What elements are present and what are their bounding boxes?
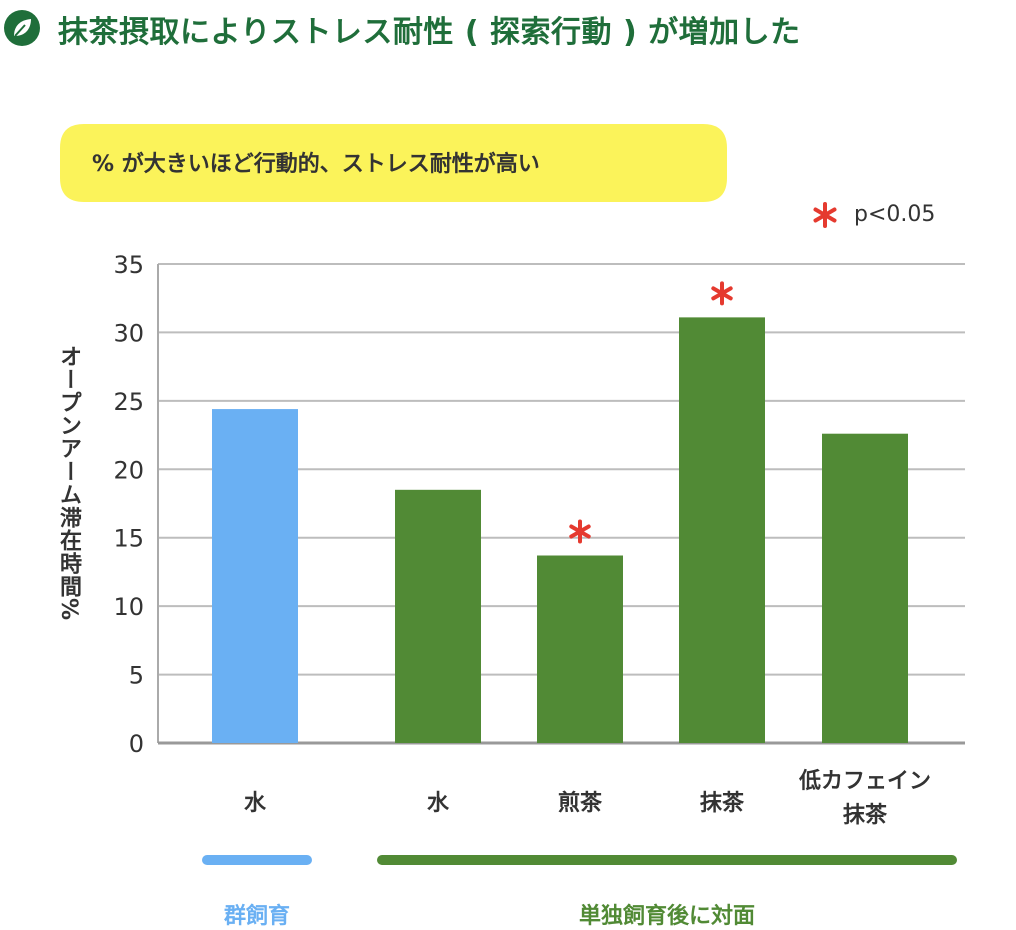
- significance-asterisk: [711, 281, 733, 306]
- y-tick-label: 20: [113, 456, 144, 484]
- asterisk-icon: [813, 202, 837, 228]
- x-tick-label: 水: [243, 791, 266, 816]
- bar: [395, 489, 481, 743]
- y-tick-label: 25: [113, 388, 144, 416]
- x-tick-label: 水: [426, 791, 449, 816]
- y-tick-label: 35: [113, 251, 144, 279]
- y-tick-label: 30: [113, 319, 144, 347]
- group-label-isolated: 単独飼育後に対面: [578, 904, 755, 929]
- x-tick-label: 煎茶: [557, 791, 602, 816]
- significance-legend: p<0.05: [812, 200, 1012, 236]
- y-tick-label: 0: [129, 730, 144, 758]
- y-tick-label: 15: [113, 525, 144, 553]
- significance-asterisk: [569, 519, 591, 544]
- bar: [537, 555, 623, 743]
- group-bar-group-housing: [202, 855, 312, 865]
- note-bubble-text: % が大きいほど行動的、ストレス耐性が高い: [92, 152, 540, 177]
- y-tick-label: 5: [129, 662, 144, 690]
- leaf-icon: [4, 10, 40, 46]
- page-title: 抹茶摂取によりストレス耐性 ( 探索行動 ) が増加した: [58, 15, 801, 50]
- y-axis-label: オープンアーム滞在時間%: [56, 345, 81, 622]
- y-tick-label: 10: [113, 593, 144, 621]
- group-bar-isolated: [377, 855, 957, 865]
- significance-legend-text: p<0.05: [854, 202, 936, 227]
- x-tick-label: 抹茶: [699, 791, 744, 816]
- group-label-group-housing: 群飼育: [223, 904, 290, 929]
- bar: [822, 433, 908, 743]
- note-bubble: [60, 124, 727, 202]
- bar: [212, 409, 298, 743]
- x-tick-label: 低カフェイン 抹茶: [798, 769, 931, 828]
- bar: [679, 317, 765, 743]
- header: 抹茶摂取によりストレス耐性 ( 探索行動 ) が増加した: [0, 0, 1016, 56]
